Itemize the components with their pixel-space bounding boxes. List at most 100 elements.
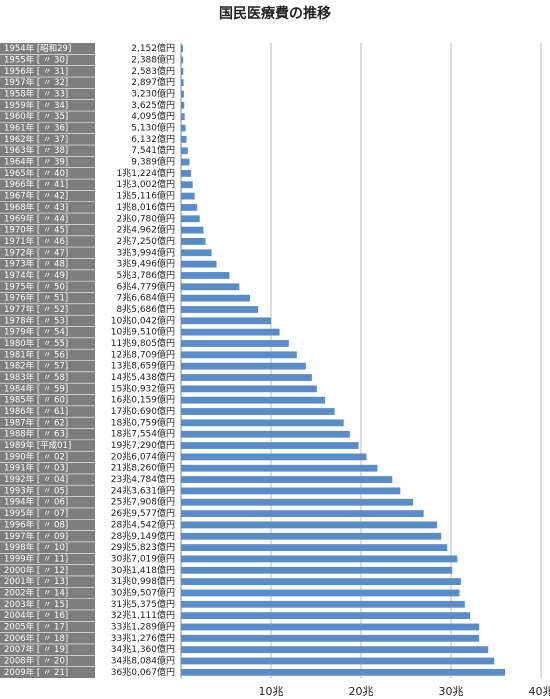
value-label: 9,389億円 <box>131 156 175 168</box>
value-label: 8兆5,686億円 <box>117 303 176 315</box>
y-tick-label: 2007年 [ 〃 19] <box>4 644 68 655</box>
y-tick-label: 1982年 [ 〃 57] <box>4 361 68 372</box>
bar <box>181 351 297 359</box>
value-label: 2兆4,962億円 <box>117 224 176 236</box>
value-label: 24兆3,631億円 <box>111 484 175 496</box>
value-label: 34兆8,084億円 <box>111 654 175 666</box>
y-tick-label: 1984年 [ 〃 59] <box>4 383 68 394</box>
y-tick-label: 1997年 [ 〃 09] <box>4 531 68 542</box>
bar <box>181 124 186 132</box>
bar <box>181 147 188 155</box>
value-label: 5兆3,786億円 <box>117 269 176 281</box>
value-label: 2兆0,780億円 <box>117 212 176 224</box>
y-tick-label: 1970年 [ 〃 45] <box>4 225 68 236</box>
value-label: 3兆9,496億円 <box>117 258 176 270</box>
y-tick-label: 1992年 [ 〃 04] <box>4 474 68 485</box>
y-tick-label: 1994年 [ 〃 06] <box>4 497 68 508</box>
bar <box>181 532 442 540</box>
bar <box>181 646 489 654</box>
y-tick-label: 1980年 [ 〃 55] <box>4 338 68 349</box>
y-tick-label: 1969年 [ 〃 44] <box>4 213 68 224</box>
bar <box>181 374 312 381</box>
value-label: 33兆1,289億円 <box>111 620 175 632</box>
y-tick-label: 1965年 [ 〃 40] <box>4 168 68 179</box>
bar <box>181 158 190 166</box>
value-label: 33兆1,276億円 <box>111 632 175 644</box>
bar <box>181 56 184 64</box>
value-label: 3,230億円 <box>131 88 175 100</box>
value-label: 12兆8,709億円 <box>111 348 175 360</box>
bar <box>181 170 192 177</box>
bar <box>181 283 240 291</box>
value-label: 2,897億円 <box>131 76 175 88</box>
bar <box>181 260 217 268</box>
y-tick-label: 1963年 [ 〃 38] <box>4 145 68 156</box>
bar <box>181 113 185 121</box>
value-label: 1兆1,224億円 <box>117 167 176 179</box>
y-tick-label: 1967年 [ 〃 42] <box>4 191 68 202</box>
value-label: 34兆1,360億円 <box>111 643 175 655</box>
y-tick-label: 1976年 [ 〃 51] <box>4 293 68 304</box>
value-label: 11兆9,805億円 <box>111 337 175 349</box>
y-tick-label: 1977年 [ 〃 52] <box>4 304 68 315</box>
bar <box>181 272 230 279</box>
bar <box>181 67 184 75</box>
value-label: 7兆6,684億円 <box>117 292 176 304</box>
y-tick-label: 2004年 [ 〃 16] <box>4 610 68 621</box>
bar <box>181 555 458 563</box>
y-tick-label: 1955年 [ 〃 30] <box>4 55 68 66</box>
bar <box>181 612 470 620</box>
bar <box>181 238 206 245</box>
y-tick-label: 1960年 [ 〃 35] <box>4 111 68 122</box>
value-label: 30兆1,418億円 <box>111 564 175 576</box>
y-tick-label: 1987年 [ 〃 62] <box>4 417 68 428</box>
bar <box>181 464 378 472</box>
bar <box>181 135 187 143</box>
y-tick-label: 1954年 [昭和29] <box>4 43 71 54</box>
value-label: 4,095億円 <box>131 110 175 122</box>
y-tick-label: 1959年 [ 〃 34] <box>4 100 68 111</box>
bar <box>181 408 335 415</box>
value-label: 31兆0,998億円 <box>111 575 175 587</box>
value-label: 25兆7,908億円 <box>111 496 175 508</box>
y-tick-label: 1981年 [ 〃 56] <box>4 349 68 360</box>
value-label: 6兆4,779億円 <box>117 280 176 292</box>
bar <box>181 249 212 257</box>
bar <box>181 101 185 109</box>
bar <box>181 430 350 438</box>
value-label: 29兆5,823億円 <box>111 541 175 553</box>
value-label: 17兆0,690億円 <box>111 405 175 417</box>
bar <box>181 215 200 223</box>
bar <box>181 623 480 631</box>
bar <box>181 544 448 551</box>
y-tick-label: 1973年 [ 〃 48] <box>4 259 68 270</box>
value-label: 2,583億円 <box>131 65 175 77</box>
y-tick-label: 1974年 [ 〃 49] <box>4 270 68 281</box>
y-tick-label: 1989年 [平成01] <box>4 440 71 451</box>
y-tick-label: 1996年 [ 〃 08] <box>4 519 68 530</box>
y-tick-label: 1964年 [ 〃 39] <box>4 157 68 168</box>
value-label: 10兆9,510億円 <box>111 326 175 338</box>
value-label: 15兆0,932億円 <box>111 382 175 394</box>
y-tick-label: 1971年 [ 〃 46] <box>4 236 68 247</box>
y-tick-label: 1972年 [ 〃 47] <box>4 247 68 258</box>
value-label: 2,152億円 <box>131 42 175 54</box>
value-label: 32兆1,111億円 <box>111 609 175 621</box>
bar <box>181 487 401 495</box>
value-label: 20兆6,074億円 <box>111 450 175 462</box>
bar <box>181 578 461 586</box>
value-label: 28兆4,542億円 <box>111 518 175 530</box>
bar <box>181 600 465 608</box>
bar <box>181 589 460 597</box>
y-tick-label: 1966年 [ 〃 41] <box>4 179 68 190</box>
bar <box>181 657 495 665</box>
bar <box>181 192 195 200</box>
value-label: 19兆7,290億円 <box>111 439 175 451</box>
bar <box>181 396 326 404</box>
chart-title: 国民医療費の推移 <box>219 5 331 22</box>
bar <box>181 317 272 325</box>
bar <box>181 385 317 393</box>
bar <box>181 294 251 302</box>
y-tick-label: 2000年 [ 〃 12] <box>4 565 68 576</box>
y-tick-label: 1988年 [ 〃 63] <box>4 429 68 440</box>
